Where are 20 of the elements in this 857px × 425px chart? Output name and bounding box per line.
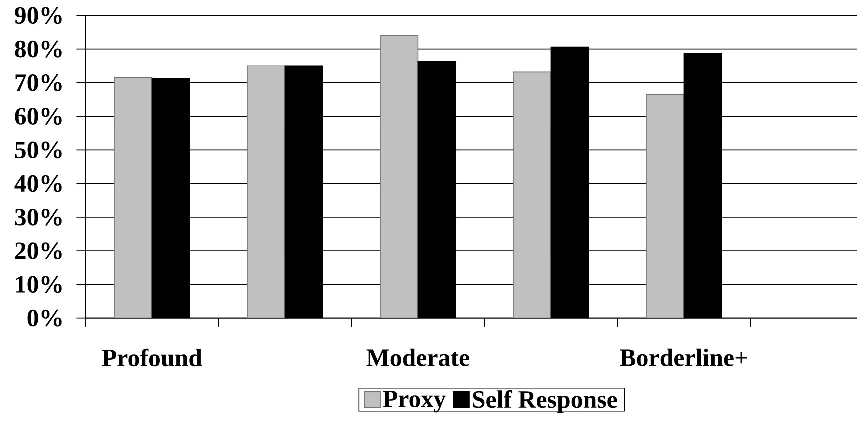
bar	[513, 72, 552, 318]
y-tick-label: 90%	[15, 7, 62, 24]
x-tick-label: Moderate	[366, 348, 470, 366]
bar	[114, 77, 153, 318]
y-tick-label: 30%	[15, 208, 62, 226]
bar	[380, 35, 419, 318]
y-tick-label: 50%	[15, 142, 62, 159]
x-tick-label: Borderline+	[620, 348, 748, 366]
y-tick-label: 70%	[16, 74, 62, 92]
y-tick-label: 0%	[28, 310, 62, 327]
bar	[247, 66, 286, 318]
legend-label: Proxy	[383, 390, 446, 413]
legend-label: Self Response	[473, 390, 618, 414]
y-tick-label: 20%	[15, 242, 62, 260]
x-tick-label: Profound	[102, 348, 202, 367]
y-tick-label: 80%	[15, 40, 62, 58]
y-tick-label: 40%	[14, 175, 62, 192]
y-tick-label: 10%	[16, 276, 62, 294]
bar	[646, 94, 685, 318]
y-tick-label: 60%	[15, 108, 62, 126]
